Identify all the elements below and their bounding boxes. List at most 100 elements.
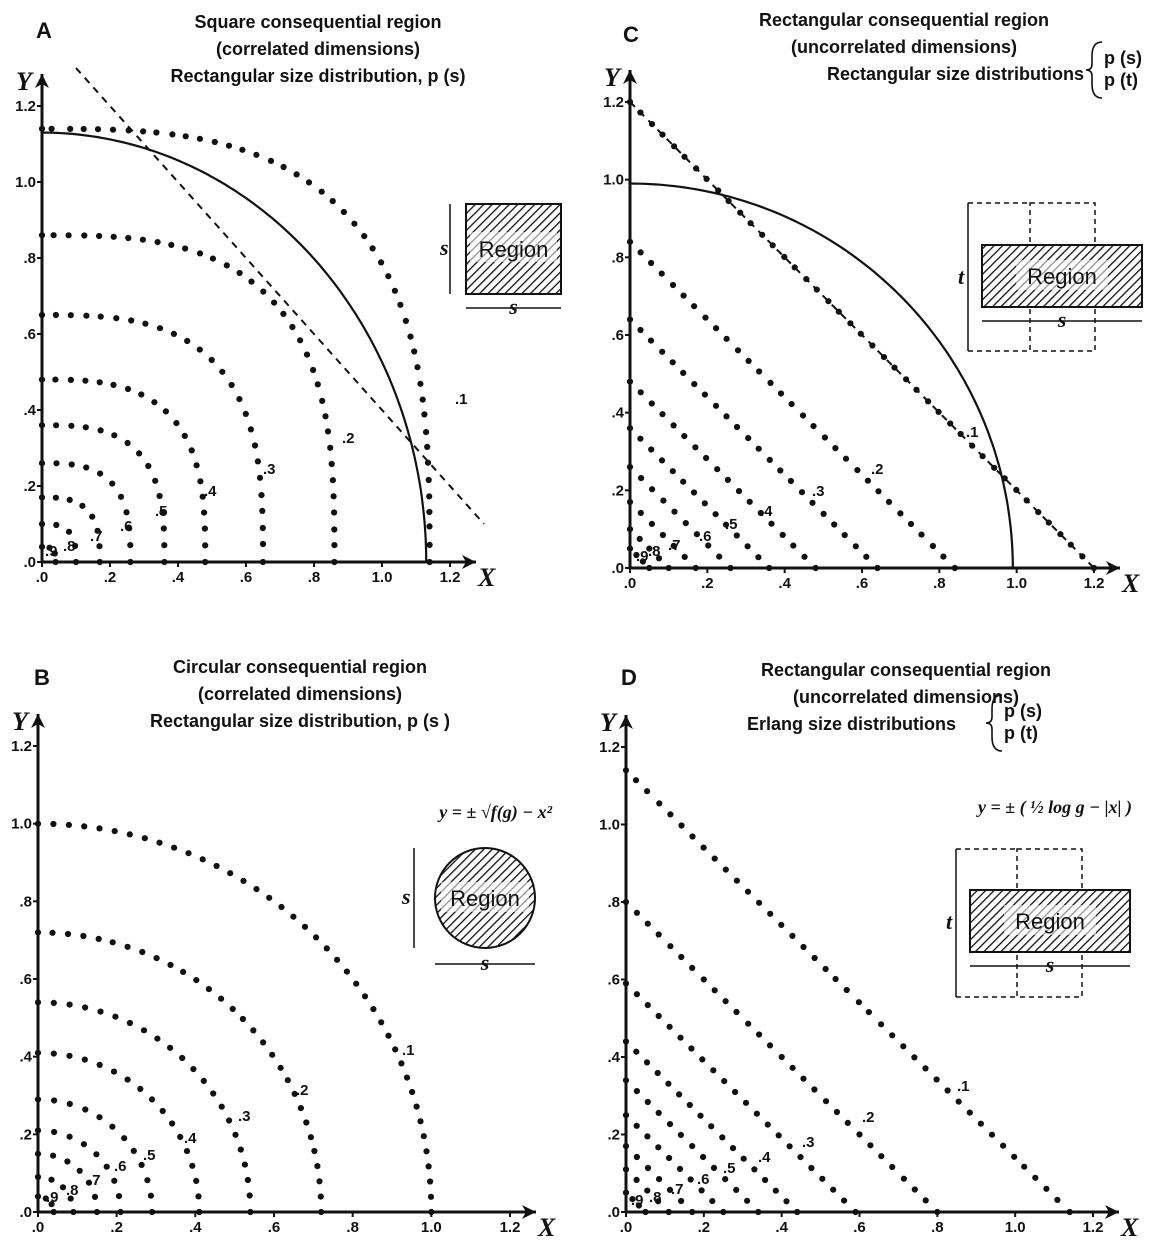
- data-point: [117, 493, 125, 500]
- series-p1: .1: [626, 98, 1098, 572]
- data-point: [745, 435, 752, 442]
- x-axis-arrow: [1105, 1205, 1119, 1219]
- data-point: [219, 368, 226, 375]
- data-point: [66, 1052, 73, 1059]
- data-point: [769, 242, 776, 249]
- data-point: [797, 1154, 804, 1161]
- data-point: [307, 1134, 314, 1141]
- data-point: [50, 232, 57, 239]
- data-point: [34, 1173, 42, 1181]
- data-point: [1021, 1163, 1028, 1170]
- data-point: [72, 542, 79, 550]
- series-label: .3: [802, 1134, 815, 1151]
- dim-label-s: s: [439, 235, 449, 260]
- panel-B: Circular consequential region (correlated…: [11, 657, 556, 1240]
- data-point: [951, 564, 958, 572]
- series-label: .1: [402, 1042, 415, 1059]
- data-point: [97, 427, 104, 434]
- region-label: Region: [479, 237, 549, 262]
- data-point: [638, 475, 645, 482]
- data-point: [791, 264, 798, 271]
- x-tick-label: 1.2: [500, 1219, 521, 1236]
- data-point: [123, 509, 130, 516]
- data-point: [210, 1090, 217, 1097]
- data-point: [140, 1027, 148, 1034]
- data-point: [38, 232, 46, 239]
- data-point: [633, 1176, 640, 1183]
- y-tick-label: .4: [611, 405, 624, 422]
- data-point: [334, 956, 341, 963]
- data-point: [713, 325, 720, 332]
- data-point: [117, 1208, 124, 1216]
- data-point: [626, 238, 634, 245]
- series-p1: .1: [38, 125, 468, 566]
- y-tick-label: .4: [23, 402, 36, 419]
- data-point: [193, 462, 200, 469]
- data-point: [167, 961, 174, 969]
- data-point: [801, 553, 808, 560]
- data-point: [755, 445, 762, 452]
- data-point: [644, 1187, 651, 1194]
- data-point: [687, 1176, 694, 1183]
- data-point: [199, 493, 206, 500]
- data-point: [184, 337, 191, 345]
- data-point: [48, 125, 55, 132]
- y-tick-label: .6: [607, 972, 620, 989]
- data-point: [637, 389, 644, 396]
- data-point: [723, 335, 730, 342]
- data-point: [966, 1109, 973, 1116]
- title-brace: [985, 694, 1003, 752]
- series-label: .7: [90, 528, 103, 545]
- data-point: [110, 381, 117, 388]
- data-point: [655, 1109, 662, 1116]
- y-tick-label: .2: [19, 1126, 32, 1143]
- data-point: [323, 945, 330, 952]
- data-point: [125, 234, 132, 242]
- data-point: [772, 1187, 779, 1194]
- data-point: [622, 1166, 630, 1173]
- data-point: [51, 550, 58, 557]
- data-point: [723, 413, 730, 420]
- data-point: [646, 545, 653, 552]
- data-point: [830, 1186, 837, 1193]
- series-p9: .9: [622, 1189, 649, 1216]
- region-label-bg: [1004, 905, 1096, 935]
- series-label: .8: [649, 1189, 662, 1206]
- data-point: [644, 1133, 651, 1140]
- data-point: [144, 1177, 151, 1184]
- dashed-boundary-line: [75, 67, 485, 525]
- x-tick-label: .4: [172, 569, 185, 586]
- data-point: [648, 520, 656, 528]
- data-point: [812, 564, 819, 572]
- data-point: [103, 1163, 110, 1170]
- data-point: [421, 411, 428, 418]
- data-point: [622, 1189, 630, 1196]
- series-label: .6: [697, 1171, 710, 1188]
- data-point: [833, 1108, 841, 1116]
- chart-title-line: Rectangular consequential region: [761, 660, 1051, 680]
- data-point: [136, 450, 143, 457]
- data-point: [369, 245, 376, 252]
- data-point: [149, 1208, 156, 1216]
- data-point: [669, 281, 677, 289]
- x-tick-label: .4: [189, 1219, 202, 1236]
- data-point: [710, 1164, 718, 1171]
- data-point: [847, 320, 854, 327]
- data-point: [977, 1120, 985, 1127]
- data-point: [46, 544, 53, 551]
- data-point: [126, 525, 133, 532]
- y-axis-arrow: [623, 70, 637, 84]
- data-point: [715, 187, 722, 194]
- data-point: [957, 430, 964, 438]
- data-point: [633, 1088, 641, 1095]
- data-point: [1032, 1174, 1039, 1181]
- data-point: [753, 1110, 761, 1117]
- data-point: [701, 500, 708, 507]
- data-point: [85, 1179, 93, 1186]
- data-point: [305, 179, 313, 186]
- data-point: [659, 348, 666, 355]
- data-point: [934, 1208, 941, 1216]
- data-point: [290, 913, 297, 920]
- data-point: [96, 379, 103, 386]
